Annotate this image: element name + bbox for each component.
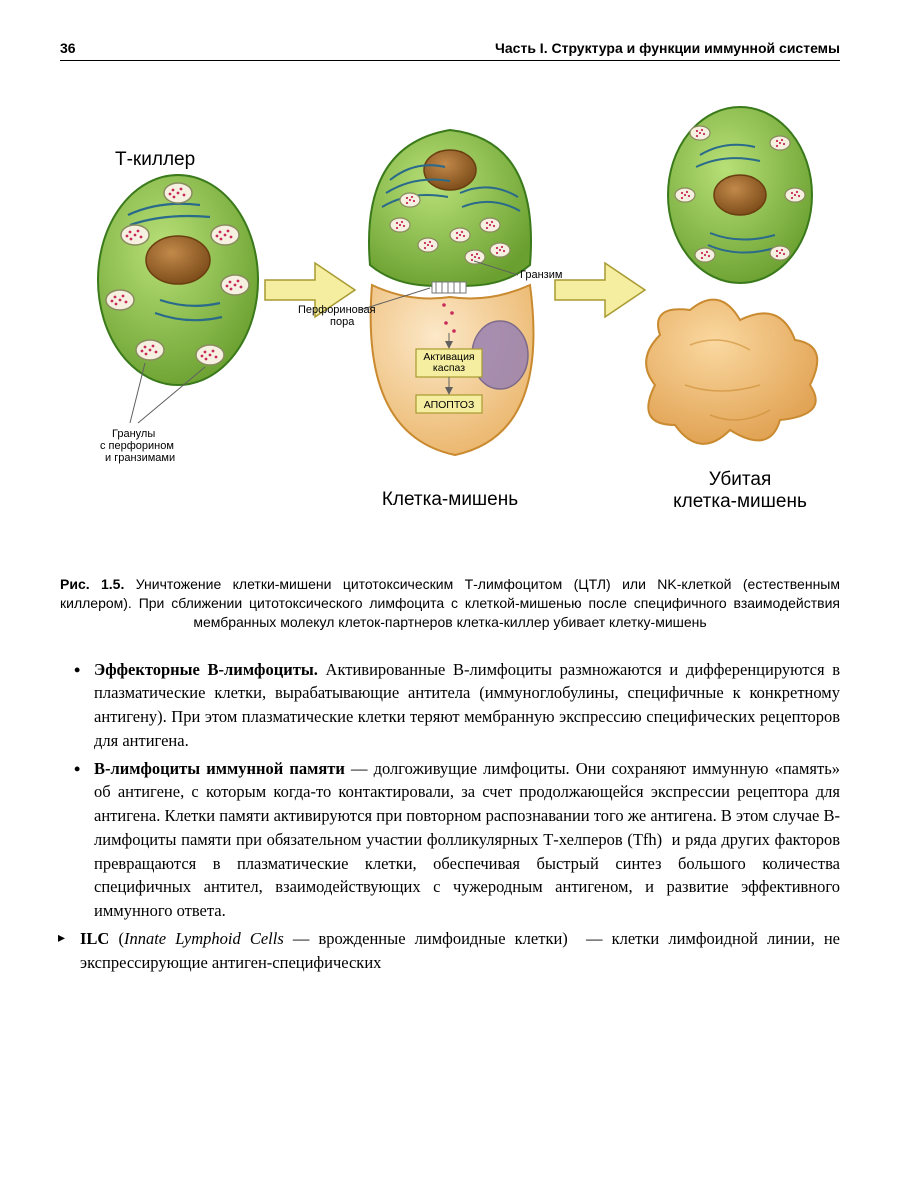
label-granzyme: Гранзим (520, 269, 562, 281)
bullet-item-2: В-лимфоциты иммунной памяти — долгоживущ… (94, 757, 840, 923)
running-head: 36 Часть I. Структура и функции иммунной… (60, 40, 840, 61)
label-granules: Гранулыс перфориноми гранзимами (100, 428, 175, 464)
item1-bold: Эффекторные В-лимфоциты. (94, 660, 318, 679)
item2-bold: В-лимфоциты иммунной памяти (94, 759, 345, 778)
arrow-item-ilc: ILC (Innate Lymphoid Cells — врожденные … (60, 927, 840, 975)
figure-1-5: Т-киллер Гранулыс перфориноми гранзимами (60, 85, 840, 565)
arrow-2 (555, 263, 645, 317)
figure-caption-text: Уничтожение клетки-мишени цитотоксически… (60, 576, 840, 630)
label-killed-target: Убитаяклетка-мишень (673, 469, 807, 512)
item3-italic: Innate Lymphoid Cells (124, 929, 284, 948)
body-text: Эффекторные В-лимфоциты. Активированные … (60, 658, 840, 975)
label-apoptosis: АПОПТОЗ (424, 399, 475, 411)
page: 36 Часть I. Структура и функции иммунной… (0, 0, 900, 1200)
figure-svg: Т-киллер Гранулыс перфориноми гранзимами (60, 85, 840, 565)
label-perforin-pore: Перфориноваяпора (298, 304, 376, 328)
item3-bold: ILC (80, 929, 109, 948)
killed-target-cell (646, 300, 817, 444)
running-title: Часть I. Структура и функции иммунной си… (495, 40, 840, 56)
tkiller-cell-right (668, 107, 812, 283)
figure-caption: Рис. 1.5. Уничтожение клетки-мишени цито… (60, 575, 840, 632)
label-tkiller: Т-киллер (115, 149, 195, 170)
page-number: 36 (60, 40, 76, 56)
item2-text: — долгоживущие лимфоциты. Они сохраняют … (94, 759, 840, 921)
label-target-cell: Клетка-мишень (382, 489, 518, 510)
bullet-item-1: Эффекторные В-лимфоциты. Активированные … (94, 658, 840, 753)
tkiller-cell-left (98, 175, 258, 385)
figure-number: Рис. 1.5. (60, 576, 124, 592)
